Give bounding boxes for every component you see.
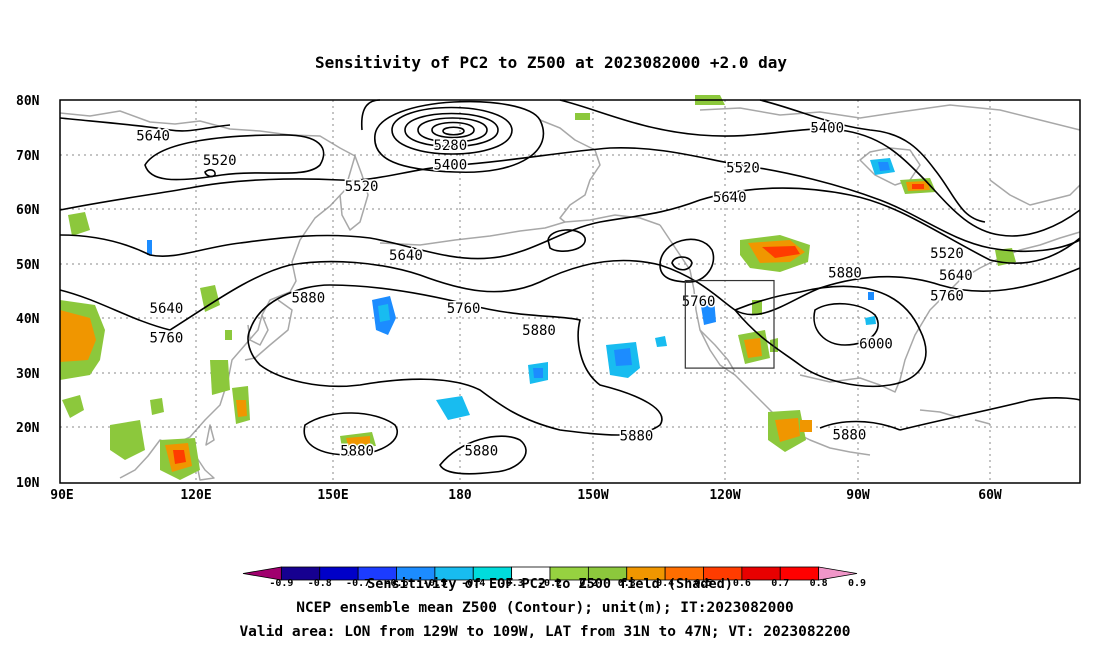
contour-label: 5640 [713, 190, 747, 206]
lon-label-60w: 60W [978, 488, 1002, 503]
contour-label: 5400 [433, 158, 467, 174]
latitude-axis-labels: 80N 70N 60N 50N 40N 30N 20N 10N [16, 94, 40, 491]
colorbar-tick-label: -0.2 [538, 578, 562, 589]
coastlines [59, 104, 1081, 481]
colorbar-tick-label: 0.7 [771, 578, 789, 589]
map-area: 5640 5280 5400 5520 5520 5520 5400 5640 5640 5640… [59, 95, 1081, 484]
footer-line-1: NCEP ensemble mean Z500 (Contour); unit(… [296, 600, 794, 616]
colorbar-tick-label: 0.9 [848, 578, 866, 589]
lon-label-90e: 90E [50, 488, 73, 503]
contour-label: 5640 [389, 248, 423, 264]
contour-label: 5640 [136, 129, 170, 145]
colorbar-tick-label: 0.8 [810, 578, 828, 589]
lon-label-150w: 150W [577, 488, 608, 503]
colorbar-tick-labels: -0.9 -0.8 -0.7 -0.6 -0.5 -0.4 -0.3 -0.2 0.2 0.3 0.… [269, 578, 866, 589]
colorbar-tick-label: 0.6 [733, 578, 751, 589]
figure-title: Sensitivity of PC2 to Z500 at 2023082000… [315, 53, 787, 72]
colorbar-tick-label: -0.5 [423, 578, 447, 589]
colorbar [242, 566, 858, 581]
colorbar-legend-text: Sensitivity of EOF PC2 to Z500 field (Sh… [367, 576, 733, 592]
colorbar-tick-label: 0.3 [618, 578, 636, 589]
contour-label: 5880 [340, 444, 374, 460]
contour-label: 5400 [810, 120, 844, 136]
contour-label: 5760 [150, 331, 184, 347]
z500-contours [59, 99, 1081, 475]
lat-label-70n: 70N [16, 149, 40, 164]
lat-label-60n: 60N [16, 203, 40, 218]
contour-label: 5520 [345, 179, 379, 195]
colorbar-tick-label: -0.6 [384, 578, 408, 589]
contour-label: 5280 [433, 138, 467, 154]
colorbar-tick-label: -0.8 [308, 578, 332, 589]
colorbar-tick-label: 0.4 [656, 578, 674, 589]
colorbar-tick-label: -0.3 [500, 578, 524, 589]
contour-label: 5760 [447, 301, 481, 317]
lon-label-120e: 120E [180, 488, 211, 503]
colorbar-swatch [818, 566, 858, 581]
contour-label: 5520 [726, 160, 760, 176]
contour-label: 5880 [464, 444, 498, 460]
contour-label: 5520 [203, 153, 237, 169]
map-frame [59, 99, 1081, 484]
contour-label: 5880 [291, 291, 325, 307]
colorbar-tick-label: -0.9 [269, 578, 293, 589]
lat-label-20n: 20N [16, 421, 40, 436]
contour-label: 5520 [930, 246, 964, 262]
colorbar-tick-label: -0.4 [461, 578, 485, 589]
lat-label-30n: 30N [16, 367, 40, 382]
contour-labels: 5640 5280 5400 5520 5520 5520 5400 5640 5640 5640… [135, 119, 974, 461]
contour-label: 5640 [939, 268, 973, 284]
valid-area-box [684, 279, 775, 369]
longitude-axis-labels: 90E 120E 150E 180 150W 120W 90W 60W [50, 488, 1002, 503]
contour-label: 5880 [833, 427, 867, 443]
contour-label: 5880 [522, 323, 556, 339]
contour-label: 5640 [150, 301, 184, 317]
lat-label-10n: 10N [16, 476, 40, 491]
footer-line-2: Valid area: LON from 129W to 109W, LAT f… [239, 624, 850, 640]
lat-label-80n: 80N [16, 94, 40, 109]
lat-label-40n: 40N [16, 312, 40, 327]
sensitivity-shading [60, 95, 1016, 480]
colorbar-tick-label: -0.7 [346, 578, 370, 589]
contour-label: 5880 [828, 265, 862, 281]
contour-label: 5880 [620, 428, 654, 444]
lon-label-120w: 120W [709, 488, 740, 503]
contour-label: 5760 [682, 294, 716, 310]
colorbar-tick-label: 0.5 [694, 578, 712, 589]
lat-label-50n: 50N [16, 258, 40, 273]
lon-label-180: 180 [448, 488, 472, 503]
contour-label: 6000 [859, 337, 893, 353]
contour-label: 5760 [930, 288, 964, 304]
lon-label-150e: 150E [317, 488, 348, 503]
colorbar-tick-label: 0.2 [579, 578, 597, 589]
lon-label-90w: 90W [846, 488, 870, 503]
